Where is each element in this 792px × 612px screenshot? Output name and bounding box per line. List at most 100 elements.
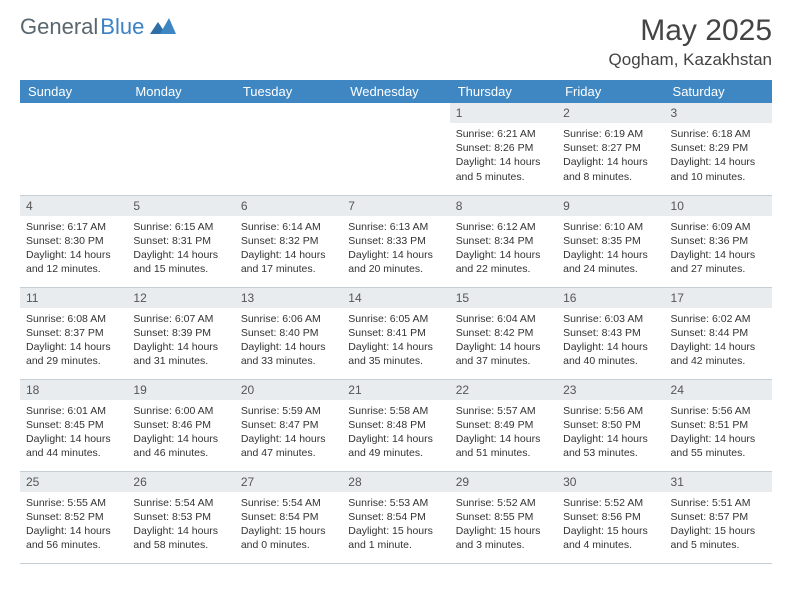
day-number: 1 (450, 103, 557, 123)
daylight-text: Daylight: 14 hours and 35 minutes. (348, 340, 443, 368)
daylight-text: Daylight: 15 hours and 3 minutes. (456, 524, 551, 552)
day-number: 30 (557, 472, 664, 492)
sunrise-text: Sunrise: 6:04 AM (456, 312, 551, 326)
calendar-header: SundayMondayTuesdayWednesdayThursdayFrid… (20, 80, 772, 103)
sunrise-text: Sunrise: 6:15 AM (133, 220, 228, 234)
calendar-week-row: 25Sunrise: 5:55 AMSunset: 8:52 PMDayligh… (20, 471, 772, 563)
day-number: 14 (342, 288, 449, 308)
weekday-header: Sunday (20, 80, 127, 103)
daylight-text: Daylight: 14 hours and 31 minutes. (133, 340, 228, 368)
daylight-text: Daylight: 14 hours and 24 minutes. (563, 248, 658, 276)
day-number: 3 (665, 103, 772, 123)
sunset-text: Sunset: 8:40 PM (241, 326, 336, 340)
sunrise-text: Sunrise: 5:56 AM (563, 404, 658, 418)
sunrise-text: Sunrise: 6:07 AM (133, 312, 228, 326)
brand-word1: General (20, 14, 98, 40)
calendar-day-cell: 29Sunrise: 5:52 AMSunset: 8:55 PMDayligh… (450, 471, 557, 563)
calendar-day-cell: 17Sunrise: 6:02 AMSunset: 8:44 PMDayligh… (665, 287, 772, 379)
calendar-day-cell: 30Sunrise: 5:52 AMSunset: 8:56 PMDayligh… (557, 471, 664, 563)
day-details: Sunrise: 6:03 AMSunset: 8:43 PMDaylight:… (557, 308, 664, 375)
day-number: 24 (665, 380, 772, 400)
day-number: 26 (127, 472, 234, 492)
calendar-day-cell: 25Sunrise: 5:55 AMSunset: 8:52 PMDayligh… (20, 471, 127, 563)
daylight-text: Daylight: 14 hours and 10 minutes. (671, 155, 766, 183)
day-number: 17 (665, 288, 772, 308)
sunrise-text: Sunrise: 6:08 AM (26, 312, 121, 326)
calendar-day-cell: 1Sunrise: 6:21 AMSunset: 8:26 PMDaylight… (450, 103, 557, 195)
sunset-text: Sunset: 8:44 PM (671, 326, 766, 340)
calendar-day-cell: 28Sunrise: 5:53 AMSunset: 8:54 PMDayligh… (342, 471, 449, 563)
day-number: 11 (20, 288, 127, 308)
day-details: Sunrise: 6:07 AMSunset: 8:39 PMDaylight:… (127, 308, 234, 375)
sunset-text: Sunset: 8:31 PM (133, 234, 228, 248)
day-details: Sunrise: 5:52 AMSunset: 8:56 PMDaylight:… (557, 492, 664, 559)
calendar-day-cell: 18Sunrise: 6:01 AMSunset: 8:45 PMDayligh… (20, 379, 127, 471)
day-details: Sunrise: 6:17 AMSunset: 8:30 PMDaylight:… (20, 216, 127, 283)
sunset-text: Sunset: 8:50 PM (563, 418, 658, 432)
sunrise-text: Sunrise: 6:00 AM (133, 404, 228, 418)
calendar-day-cell: 19Sunrise: 6:00 AMSunset: 8:46 PMDayligh… (127, 379, 234, 471)
daylight-text: Daylight: 14 hours and 55 minutes. (671, 432, 766, 460)
day-number: 2 (557, 103, 664, 123)
day-number: 20 (235, 380, 342, 400)
day-details: Sunrise: 6:02 AMSunset: 8:44 PMDaylight:… (665, 308, 772, 375)
daylight-text: Daylight: 14 hours and 53 minutes. (563, 432, 658, 460)
day-details: Sunrise: 5:58 AMSunset: 8:48 PMDaylight:… (342, 400, 449, 467)
calendar-day-cell: 20Sunrise: 5:59 AMSunset: 8:47 PMDayligh… (235, 379, 342, 471)
sunrise-text: Sunrise: 6:21 AM (456, 127, 551, 141)
sunset-text: Sunset: 8:30 PM (26, 234, 121, 248)
day-details: Sunrise: 5:54 AMSunset: 8:54 PMDaylight:… (235, 492, 342, 559)
calendar-day-cell: 9Sunrise: 6:10 AMSunset: 8:35 PMDaylight… (557, 195, 664, 287)
calendar-day-cell: 6Sunrise: 6:14 AMSunset: 8:32 PMDaylight… (235, 195, 342, 287)
calendar-week-row: 18Sunrise: 6:01 AMSunset: 8:45 PMDayligh… (20, 379, 772, 471)
day-number: 4 (20, 196, 127, 216)
sunrise-text: Sunrise: 6:10 AM (563, 220, 658, 234)
calendar-table: SundayMondayTuesdayWednesdayThursdayFrid… (20, 80, 772, 564)
sunset-text: Sunset: 8:43 PM (563, 326, 658, 340)
sunset-text: Sunset: 8:48 PM (348, 418, 443, 432)
day-details: Sunrise: 5:56 AMSunset: 8:51 PMDaylight:… (665, 400, 772, 467)
title-block: May 2025 Qogham, Kazakhstan (609, 14, 772, 70)
calendar-day-cell: 21Sunrise: 5:58 AMSunset: 8:48 PMDayligh… (342, 379, 449, 471)
day-number: 5 (127, 196, 234, 216)
day-details: Sunrise: 6:00 AMSunset: 8:46 PMDaylight:… (127, 400, 234, 467)
sunset-text: Sunset: 8:39 PM (133, 326, 228, 340)
daylight-text: Daylight: 14 hours and 44 minutes. (26, 432, 121, 460)
sunset-text: Sunset: 8:41 PM (348, 326, 443, 340)
day-details: Sunrise: 6:01 AMSunset: 8:45 PMDaylight:… (20, 400, 127, 467)
sunrise-text: Sunrise: 6:06 AM (241, 312, 336, 326)
calendar-day-cell: 31Sunrise: 5:51 AMSunset: 8:57 PMDayligh… (665, 471, 772, 563)
day-details: Sunrise: 5:54 AMSunset: 8:53 PMDaylight:… (127, 492, 234, 559)
month-title: May 2025 (609, 14, 772, 48)
day-details: Sunrise: 6:12 AMSunset: 8:34 PMDaylight:… (450, 216, 557, 283)
day-details: Sunrise: 5:52 AMSunset: 8:55 PMDaylight:… (450, 492, 557, 559)
calendar-week-row: 11Sunrise: 6:08 AMSunset: 8:37 PMDayligh… (20, 287, 772, 379)
daylight-text: Daylight: 14 hours and 12 minutes. (26, 248, 121, 276)
calendar-day-cell: 23Sunrise: 5:56 AMSunset: 8:50 PMDayligh… (557, 379, 664, 471)
sunrise-text: Sunrise: 6:09 AM (671, 220, 766, 234)
sunset-text: Sunset: 8:54 PM (348, 510, 443, 524)
sunrise-text: Sunrise: 5:58 AM (348, 404, 443, 418)
calendar-day-cell: 8Sunrise: 6:12 AMSunset: 8:34 PMDaylight… (450, 195, 557, 287)
sunset-text: Sunset: 8:42 PM (456, 326, 551, 340)
weekday-header: Tuesday (235, 80, 342, 103)
day-details: Sunrise: 6:14 AMSunset: 8:32 PMDaylight:… (235, 216, 342, 283)
day-number: 22 (450, 380, 557, 400)
sunset-text: Sunset: 8:27 PM (563, 141, 658, 155)
sunset-text: Sunset: 8:54 PM (241, 510, 336, 524)
location-label: Qogham, Kazakhstan (609, 50, 772, 70)
day-number: 27 (235, 472, 342, 492)
day-details: Sunrise: 5:53 AMSunset: 8:54 PMDaylight:… (342, 492, 449, 559)
day-number: 10 (665, 196, 772, 216)
daylight-text: Daylight: 14 hours and 15 minutes. (133, 248, 228, 276)
sunset-text: Sunset: 8:33 PM (348, 234, 443, 248)
daylight-text: Daylight: 14 hours and 33 minutes. (241, 340, 336, 368)
sunrise-text: Sunrise: 5:56 AM (671, 404, 766, 418)
header-bar: GeneralBlue May 2025 Qogham, Kazakhstan (20, 14, 772, 70)
day-number: 19 (127, 380, 234, 400)
daylight-text: Daylight: 15 hours and 0 minutes. (241, 524, 336, 552)
sunset-text: Sunset: 8:52 PM (26, 510, 121, 524)
day-number: 9 (557, 196, 664, 216)
calendar-day-cell: 3Sunrise: 6:18 AMSunset: 8:29 PMDaylight… (665, 103, 772, 195)
day-details: Sunrise: 5:51 AMSunset: 8:57 PMDaylight:… (665, 492, 772, 559)
